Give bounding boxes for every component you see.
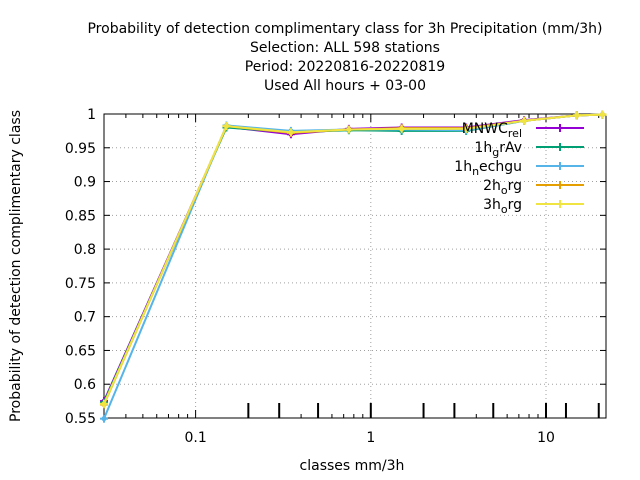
marker-dot xyxy=(521,118,527,124)
y-axis-label: Probability of detection complimentary c… xyxy=(8,110,24,422)
marker-dot xyxy=(574,112,580,118)
series-line-4 xyxy=(103,113,603,405)
data-point xyxy=(286,128,295,137)
title-line: Probability of detection complimentary c… xyxy=(87,21,602,37)
legend-item: 1hnechgu xyxy=(454,159,584,178)
y-tick-label: 0.85 xyxy=(65,208,96,224)
title-line: Selection: ALL 598 stations xyxy=(250,40,440,56)
title-line: Period: 20220816-20220819 xyxy=(245,59,445,75)
plot-frame xyxy=(103,113,607,419)
data-point xyxy=(397,124,406,133)
legend-item: 3horg xyxy=(483,197,584,216)
series-line-1 xyxy=(103,113,603,403)
marker-dot xyxy=(463,126,469,132)
data-point xyxy=(598,110,607,119)
marker-dot xyxy=(288,129,294,135)
y-tick-label: 0.75 xyxy=(65,276,96,292)
series-line-3 xyxy=(103,113,603,405)
x-axis-label: classes mm/3h xyxy=(300,458,405,474)
series-line-2 xyxy=(103,113,603,420)
y-tick-label: 0.8 xyxy=(74,242,96,258)
legend-label: 3horg xyxy=(483,197,522,216)
legend-item: MNWCrel xyxy=(462,121,584,140)
y-tick-label: 0.95 xyxy=(65,141,96,157)
legend-label: 1hnechgu xyxy=(454,159,522,178)
y-tick-label: 0.65 xyxy=(65,343,96,359)
data-point xyxy=(100,414,108,423)
legend-label: 2horg xyxy=(483,178,522,197)
y-tick-label: 0.9 xyxy=(74,175,96,191)
marker-dot xyxy=(223,123,229,129)
data-point xyxy=(100,399,108,408)
y-tick-label: 0.7 xyxy=(74,310,96,326)
data-point xyxy=(572,111,581,120)
axes: 0.55 0.6 0.65 0.7 0.75 0.8 0.85 0.9 0.95 1 0.1 1 10 xyxy=(65,107,607,446)
y-tick-label: 0.6 xyxy=(74,377,96,393)
legend-item: 2horg xyxy=(483,178,584,197)
marker-dot xyxy=(399,126,405,132)
y-tick-label: 0.55 xyxy=(65,411,96,427)
x-tick-label: 10 xyxy=(537,430,555,446)
legend-label: 1hgrAv xyxy=(474,140,522,159)
marker-dot xyxy=(101,401,107,407)
marker-dot xyxy=(346,127,352,133)
x-tick-label: 0.1 xyxy=(184,430,206,446)
x-tick-label: 1 xyxy=(366,430,375,446)
y-tick-label: 1 xyxy=(87,107,96,123)
marker-dot xyxy=(599,112,605,118)
data-point xyxy=(462,124,471,133)
legend-item: 1hgrAv xyxy=(474,140,584,159)
data-point xyxy=(520,116,529,125)
series-lines xyxy=(100,110,607,423)
series-line-0 xyxy=(103,113,603,402)
marker-dot xyxy=(101,416,107,422)
title-line: Used All hours + 03-00 xyxy=(264,78,426,94)
data-point xyxy=(344,125,353,134)
legend-label: MNWCrel xyxy=(462,121,522,140)
data-point xyxy=(222,122,231,131)
grid xyxy=(104,114,606,418)
chart-title: Probability of detection complimentary c… xyxy=(87,21,602,94)
